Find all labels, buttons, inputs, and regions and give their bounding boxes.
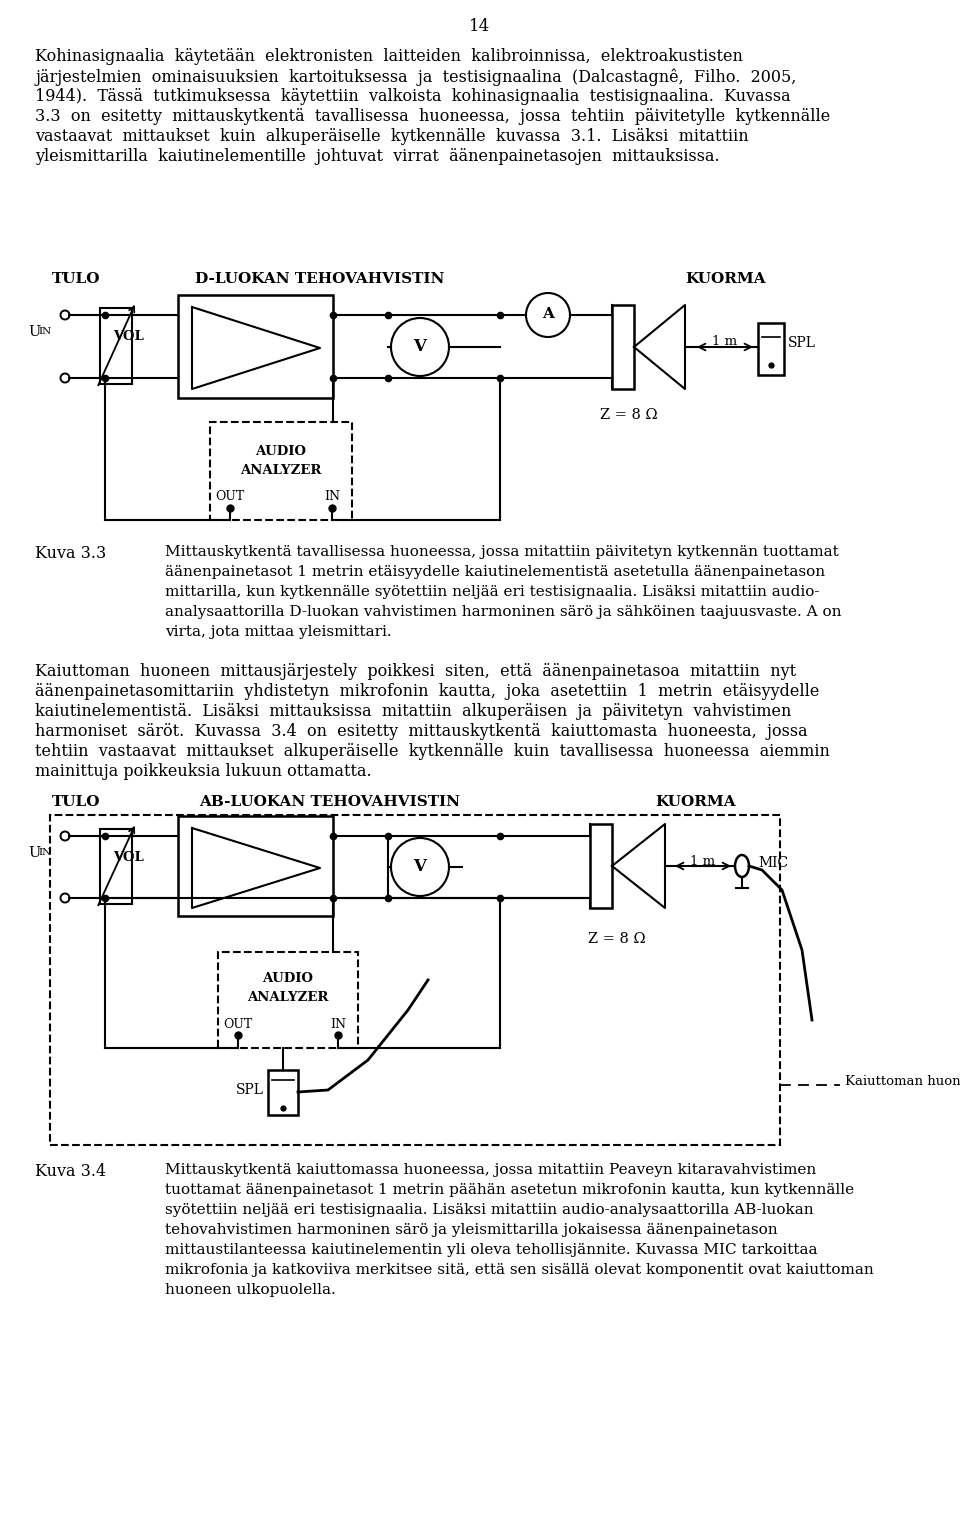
Text: tehovahvistimen harmoninen särö ja yleismittarilla jokaisessa äänenpainetason: tehovahvistimen harmoninen särö ja yleis… <box>165 1223 778 1236</box>
Text: tehtiin  vastaavat  mittaukset  alkuperäiselle  kytkennälle  kuin  tavallisessa : tehtiin vastaavat mittaukset alkuperäise… <box>35 743 829 760</box>
Text: VOL: VOL <box>113 331 144 343</box>
Polygon shape <box>192 828 320 909</box>
Polygon shape <box>612 824 665 909</box>
Text: V: V <box>414 857 426 874</box>
Text: IN: IN <box>38 848 51 857</box>
Text: ANALYZER: ANALYZER <box>248 991 328 1004</box>
Polygon shape <box>192 306 320 388</box>
Text: IN: IN <box>324 490 340 504</box>
Text: Kaiuttoman  huoneen  mittausjärjestely  poikkesi  siten,  että  äänenpainetasoa : Kaiuttoman huoneen mittausjärjestely poi… <box>35 663 796 680</box>
Polygon shape <box>634 305 685 388</box>
Text: U: U <box>28 325 40 338</box>
Text: TULO: TULO <box>52 272 101 287</box>
Text: yleismittarilla  kaiutinelementille  johtuvat  virrat  äänenpainetasojen  mittau: yleismittarilla kaiutinelementille johtu… <box>35 149 720 165</box>
Text: mittarilla, kun kytkennälle syötettiin neljää eri testisignaalia. Lisäksi mitatt: mittarilla, kun kytkennälle syötettiin n… <box>165 586 820 599</box>
Text: Z = 8 Ω: Z = 8 Ω <box>588 931 646 947</box>
Text: TULO: TULO <box>52 795 101 809</box>
Text: 1944).  Tässä  tutkimuksessa  käytettiin  valkoista  kohinasignaalia  testisigna: 1944). Tässä tutkimuksessa käytettiin va… <box>35 88 791 105</box>
Text: A: A <box>542 306 554 322</box>
Bar <box>100 308 132 384</box>
Text: Kuva 3.4: Kuva 3.4 <box>35 1164 107 1180</box>
Text: VOL: VOL <box>113 851 144 865</box>
Text: huoneen ulkopuolella.: huoneen ulkopuolella. <box>165 1283 336 1297</box>
Text: KUORMA: KUORMA <box>655 795 735 809</box>
Text: OUT: OUT <box>224 1018 252 1032</box>
Text: kaiutinelementistä.  Lisäksi  mittauksissa  mitattiin  alkuperäisen  ja  päivite: kaiutinelementistä. Lisäksi mittauksissa… <box>35 702 791 721</box>
Bar <box>758 323 784 375</box>
Text: mainittuja poikkeuksia lukuun ottamatta.: mainittuja poikkeuksia lukuun ottamatta. <box>35 763 372 780</box>
Text: 1 m: 1 m <box>690 856 715 868</box>
Text: Kohinasignaalia  käytetään  elektronisten  laitteiden  kalibroinnissa,  elektroa: Kohinasignaalia käytetään elektronisten … <box>35 49 743 65</box>
Text: MIC: MIC <box>758 856 788 871</box>
Bar <box>50 815 780 1145</box>
Text: Kuva 3.3: Kuva 3.3 <box>35 545 107 561</box>
Text: 1 m: 1 m <box>712 335 737 347</box>
Text: järjestelmien  ominaisuuksien  kartoituksessa  ja  testisignaalina  (Dalcastagnê: järjestelmien ominaisuuksien kartoitukse… <box>35 68 797 85</box>
Text: V: V <box>414 337 426 355</box>
Bar <box>210 422 352 520</box>
Text: 3.3  on  esitetty  mittauskytkentä  tavallisessa  huoneessa,  jossa  tehtiin  pä: 3.3 on esitetty mittauskytkentä tavallis… <box>35 108 830 124</box>
Text: Kaiuttoman huoneen ulkopuolella: Kaiuttoman huoneen ulkopuolella <box>845 1076 960 1089</box>
Text: Z = 8 Ω: Z = 8 Ω <box>600 408 658 422</box>
Text: AUDIO: AUDIO <box>255 444 306 458</box>
Bar <box>590 824 612 909</box>
Text: äänenpainetasomittariin  yhdistetyn  mikrofonin  kautta,  joka  asetettiin  1  m: äänenpainetasomittariin yhdistetyn mikro… <box>35 683 820 699</box>
Text: SPL: SPL <box>236 1083 264 1097</box>
Bar <box>218 953 358 1048</box>
Bar <box>612 305 634 388</box>
Text: AUDIO: AUDIO <box>262 972 314 985</box>
Text: mikrofonia ja katkoviiva merkitsee sitä, että sen sisällä olevat komponentit ova: mikrofonia ja katkoviiva merkitsee sitä,… <box>165 1264 874 1277</box>
Text: Mittauskytkentä kaiuttomassa huoneessa, jossa mitattiin Peaveyn kitaravahvistime: Mittauskytkentä kaiuttomassa huoneessa, … <box>165 1164 816 1177</box>
Text: vastaavat  mittaukset  kuin  alkuperäiselle  kytkennälle  kuvassa  3.1.  Lisäksi: vastaavat mittaukset kuin alkuperäiselle… <box>35 127 749 146</box>
Text: D-LUOKAN TEHOVAHVISTIN: D-LUOKAN TEHOVAHVISTIN <box>195 272 444 287</box>
Bar <box>178 816 333 916</box>
Text: harmoniset  säröt.  Kuvassa  3.4  on  esitetty  mittauskytkentä  kaiuttomasta  h: harmoniset säröt. Kuvassa 3.4 on esitett… <box>35 724 807 740</box>
Text: syötettiin neljää eri testisignaalia. Lisäksi mitattiin audio-analysaattorilla A: syötettiin neljää eri testisignaalia. Li… <box>165 1203 814 1217</box>
Text: U: U <box>28 846 40 860</box>
Text: AB-LUOKAN TEHOVAHVISTIN: AB-LUOKAN TEHOVAHVISTIN <box>200 795 461 809</box>
Bar <box>268 1069 298 1115</box>
Bar <box>178 294 333 397</box>
Text: Mittauskytkentä tavallisessa huoneessa, jossa mitattiin päivitetyn kytkennän tuo: Mittauskytkentä tavallisessa huoneessa, … <box>165 545 839 558</box>
Text: virta, jota mittaa yleismittari.: virta, jota mittaa yleismittari. <box>165 625 392 639</box>
Text: 14: 14 <box>469 18 491 35</box>
Text: SPL: SPL <box>788 335 816 350</box>
Text: IN: IN <box>330 1018 346 1032</box>
Text: OUT: OUT <box>215 490 245 504</box>
Text: mittaustilanteessa kaiutinelementin yli oleva tehollisjännite. Kuvassa MIC tarko: mittaustilanteessa kaiutinelementin yli … <box>165 1242 818 1258</box>
Text: analysaattorilla D-luokan vahvistimen harmoninen särö ja sähköinen taajuusvaste.: analysaattorilla D-luokan vahvistimen ha… <box>165 605 842 619</box>
Text: IN: IN <box>38 328 51 335</box>
Text: tuottamat äänenpainetasot 1 metrin päähän asetetun mikrofonin kautta, kun kytken: tuottamat äänenpainetasot 1 metrin päähä… <box>165 1183 854 1197</box>
Bar <box>100 828 132 904</box>
Text: KUORMA: KUORMA <box>685 272 766 287</box>
Text: ANALYZER: ANALYZER <box>240 464 322 476</box>
Text: äänenpainetasot 1 metrin etäisyydelle kaiutinelementistä asetetulla äänenpaineta: äänenpainetasot 1 metrin etäisyydelle ka… <box>165 564 826 579</box>
